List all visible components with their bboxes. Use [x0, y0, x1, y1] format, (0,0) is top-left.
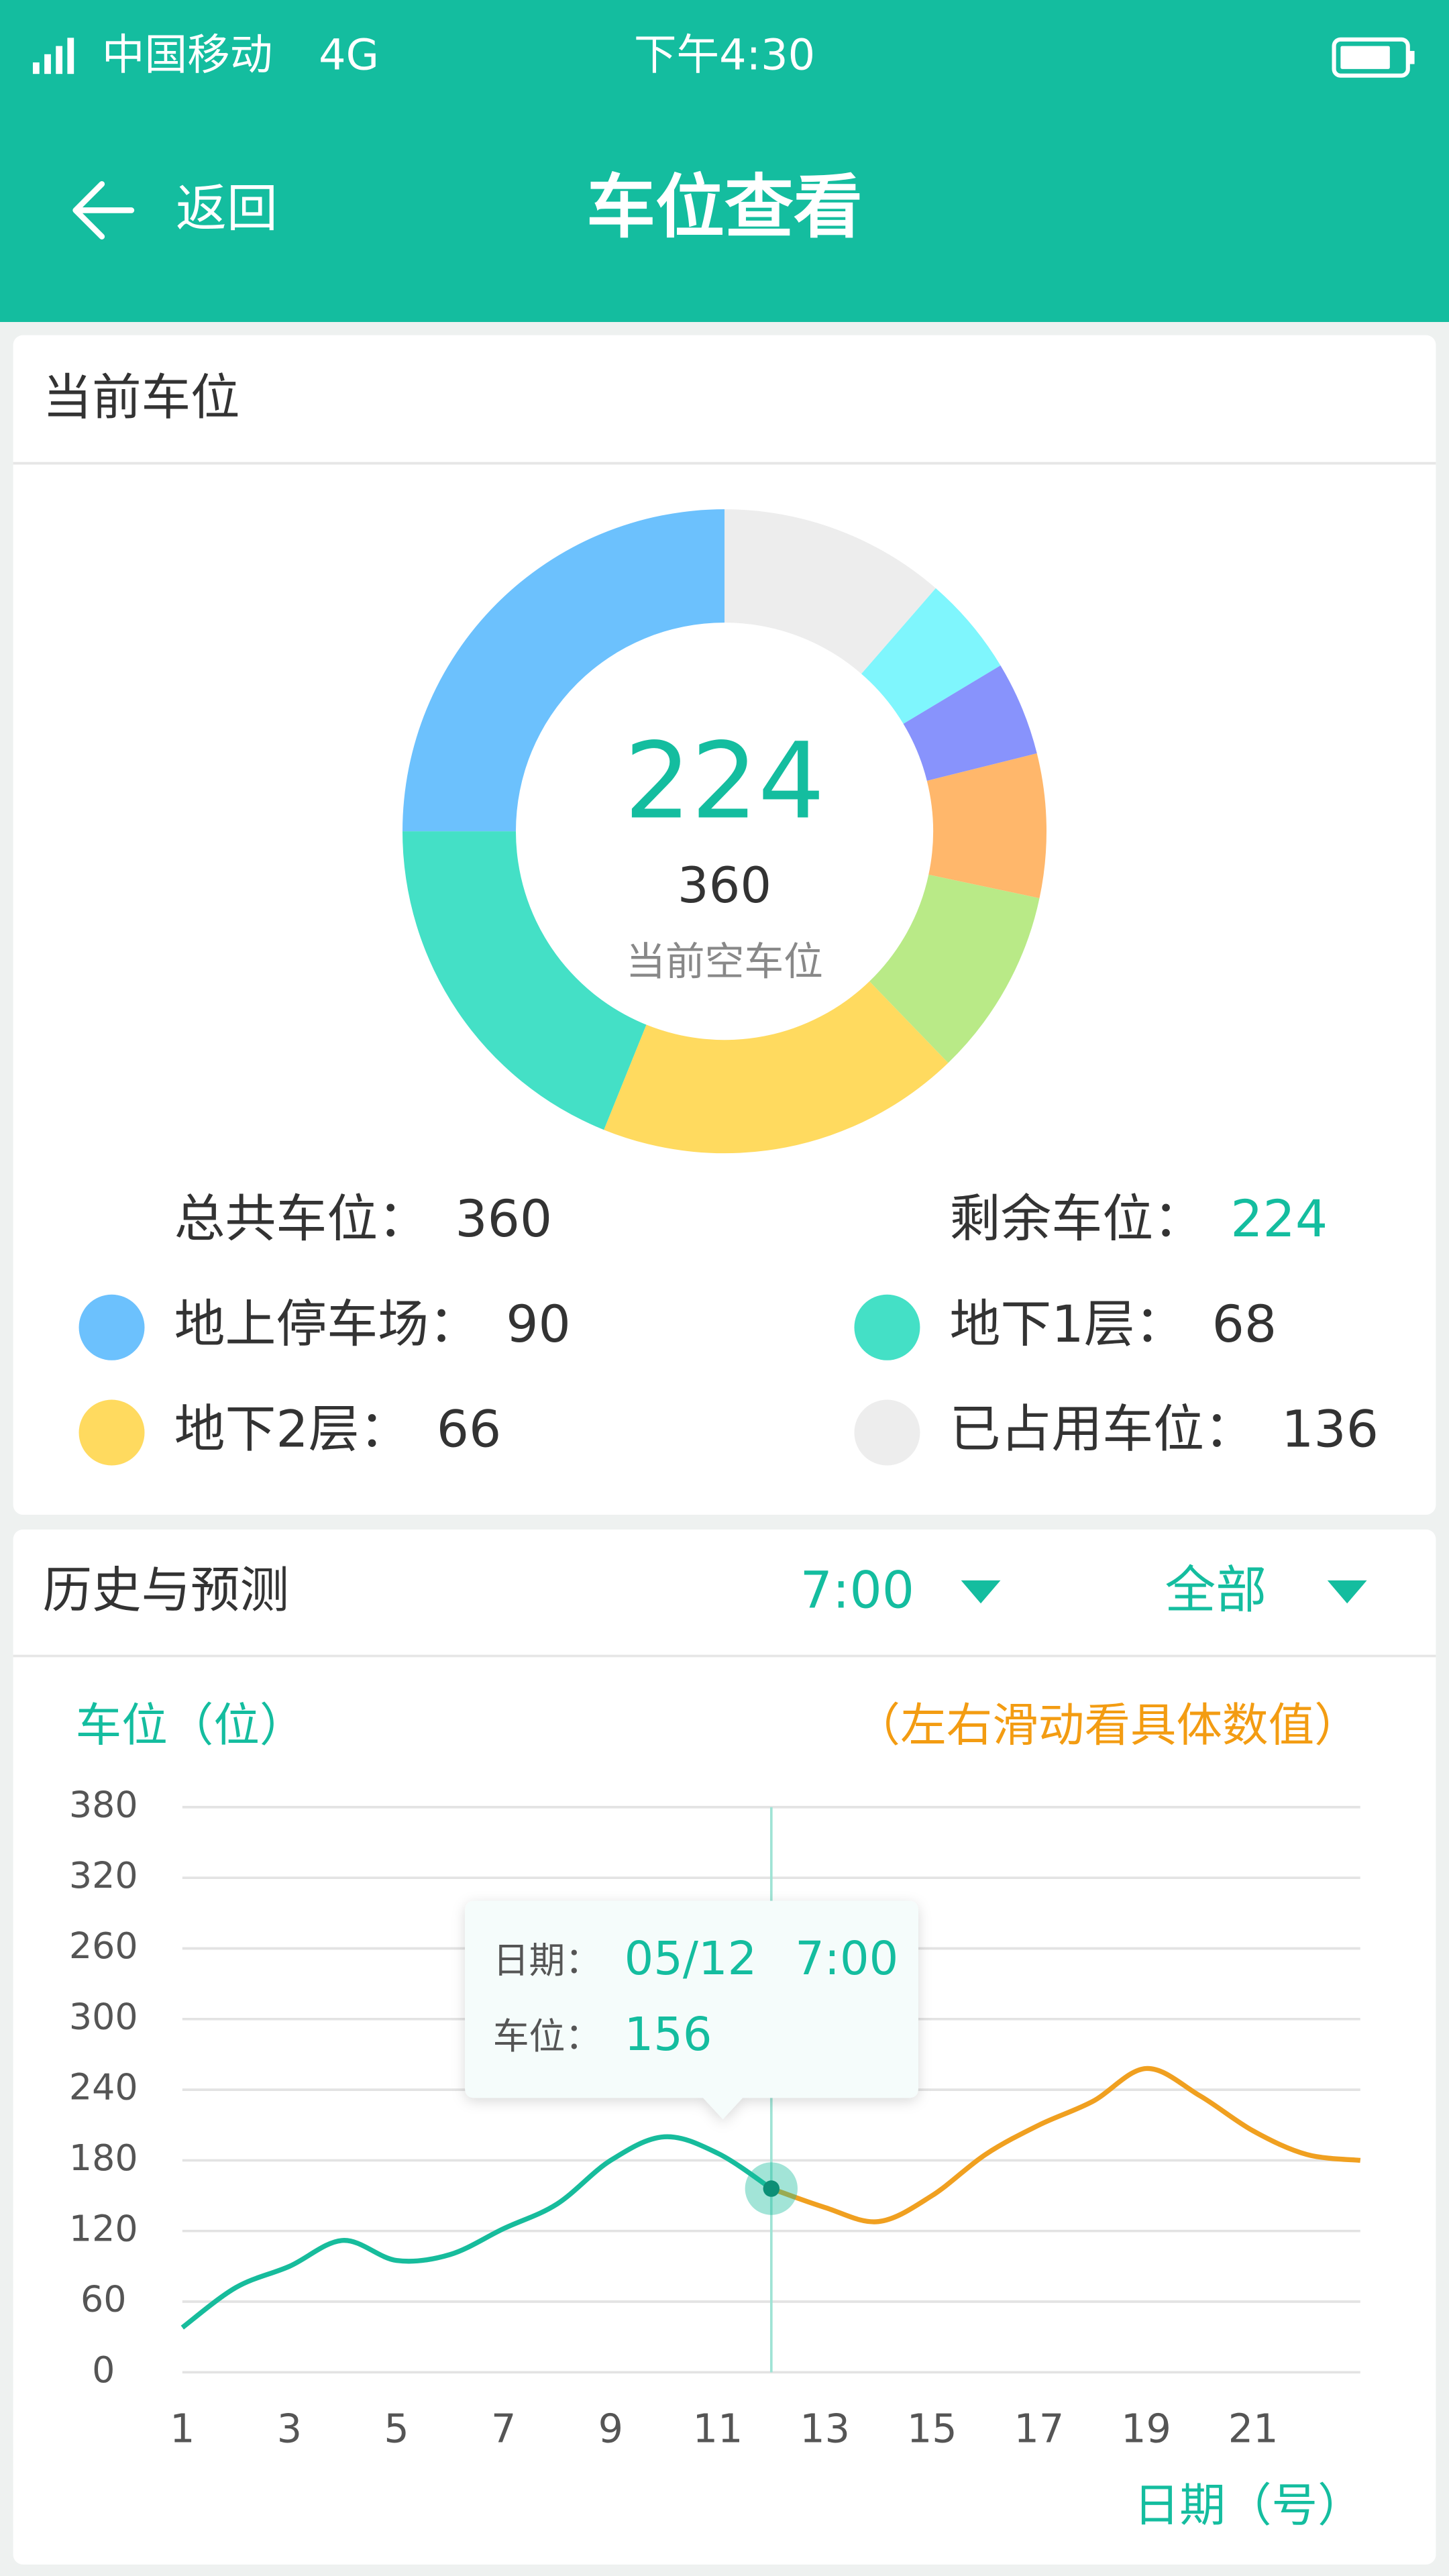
y-tick-label: 180 [69, 2137, 138, 2179]
clock: 下午4:30 [634, 30, 815, 80]
donut-segment [869, 874, 1040, 1063]
x-tick-label: 17 [1014, 2406, 1064, 2452]
legend-label: 地上停车场： [174, 1295, 480, 1354]
x-tick-label: 11 [693, 2406, 743, 2452]
center-label: 当前空车位 [626, 938, 823, 985]
legend-value: 90 [506, 1295, 571, 1354]
center-total: 360 [678, 857, 771, 914]
y-tick-label: 380 [69, 1784, 138, 1826]
donut-chart [402, 509, 1046, 1154]
x-tick-label: 3 [277, 2406, 302, 2452]
battery-icon [1332, 37, 1415, 78]
donut-segment [861, 588, 1001, 724]
y-tick-label: 120 [69, 2207, 138, 2249]
legend: 总共车位： 360 剩余车位： 224 地上停车场： 90 地下1层： 68 地下2层： 66 已占… [78, 1189, 1379, 1466]
y-axis-title: 车位（位） [76, 1699, 306, 1752]
range-select[interactable]: 全部 [1165, 1560, 1267, 1619]
tooltip-date-label: 日期： [493, 1939, 602, 1982]
donut-segment [604, 981, 949, 1154]
y-tick-label: 240 [69, 2066, 138, 2108]
legend-dot [78, 1399, 145, 1466]
x-tick-label: 13 [800, 2406, 850, 2452]
legend-value: 68 [1212, 1295, 1277, 1354]
time-dropdown[interactable]: 7:00 [800, 1560, 1001, 1620]
tooltip-value: 156 [625, 2008, 712, 2061]
x-tick-label: 7 [491, 2406, 516, 2452]
x-tick-label: 9 [598, 2406, 623, 2452]
legend-value: 360 [455, 1189, 552, 1248]
hint: （左右滑动看具体数值） [855, 1699, 1360, 1752]
back-button[interactable]: 返回 [72, 179, 278, 239]
tooltip-date: 05/12 [625, 1932, 757, 1986]
y-tick-label: 320 [69, 1854, 138, 1896]
panel-title: 当前车位 [43, 370, 240, 427]
tooltip-time: 7:00 [795, 1932, 898, 1986]
panel-title: 历史与预测 [43, 1562, 289, 1619]
tooltip-box [465, 1900, 918, 2120]
signal-icon [32, 38, 74, 74]
donut-segment [402, 831, 647, 1130]
network: 4G [319, 30, 379, 80]
y-tick-label: 300 [69, 1995, 138, 2037]
x-tick-label: 19 [1121, 2406, 1171, 2452]
x-axis-title: 日期（号） [1134, 2479, 1364, 2533]
summary-label: 总共车位： [174, 1189, 429, 1248]
series-line [770, 2065, 1361, 2224]
donut-segment [926, 753, 1046, 898]
legend-value: 66 [437, 1399, 502, 1458]
x-tick-label: 5 [384, 2406, 409, 2452]
tooltip: 日期： 05/12 7:00 车位： 156 [465, 1900, 918, 2120]
legend-value: 224 [1230, 1189, 1328, 1248]
range-dropdown[interactable]: 全部 [1165, 1560, 1367, 1620]
back-label[interactable]: 返回 [176, 179, 278, 238]
top-bar [0, 0, 1449, 322]
dropdown-arrow[interactable] [961, 1580, 1001, 1604]
legend-dot [854, 1399, 920, 1466]
page-title: 车位查看 [586, 168, 862, 248]
series-line [180, 2134, 773, 2330]
donut-segment [724, 509, 936, 674]
x-tick-label: 1 [170, 2406, 195, 2452]
tooltip-value-label: 车位： [493, 2015, 602, 2057]
legend-dot [854, 1294, 920, 1360]
back-arrow[interactable] [72, 181, 135, 239]
dropdown-arrow[interactable] [1327, 1580, 1367, 1604]
current-panel [13, 335, 1436, 1515]
center-value: 224 [624, 720, 824, 842]
y-tick-label: 0 [92, 2349, 115, 2391]
donut-segment [903, 665, 1037, 781]
carrier: 中国移动 [102, 30, 273, 80]
x-tick-label: 15 [907, 2406, 957, 2452]
y-tick-label: 60 [80, 2278, 127, 2320]
legend-label: 地下1层： [950, 1295, 1186, 1354]
donut-segment [402, 509, 724, 832]
time-select[interactable]: 7:00 [800, 1560, 914, 1619]
legend-dot [78, 1294, 145, 1360]
legend-label: 地下2层： [174, 1399, 411, 1458]
highlight-point [763, 2180, 780, 2197]
legend-label: 已占用车位： [950, 1399, 1255, 1458]
x-tick-label: 21 [1228, 2406, 1279, 2452]
summary-label: 剩余车位： [950, 1189, 1205, 1248]
legend-value: 136 [1281, 1399, 1379, 1458]
y-tick-label: 260 [69, 1925, 138, 1967]
